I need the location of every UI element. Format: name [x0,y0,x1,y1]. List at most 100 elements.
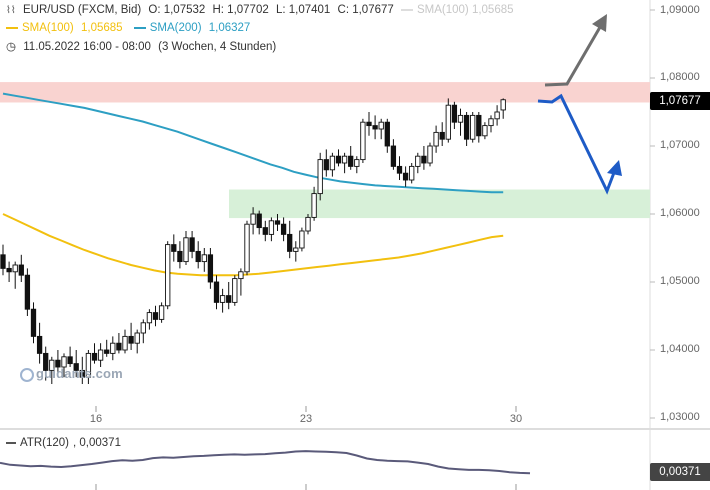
scenario-down-arrow [537,93,617,195]
candle [354,159,360,167]
candle [43,352,49,371]
sma100-line [2,213,504,277]
candle [488,118,494,127]
candle [268,220,275,235]
candle [152,312,159,320]
candle [317,159,323,195]
symbol-label: EUR/USD (FXCM, Bid) [22,4,142,16]
candle [12,264,18,273]
candle [165,244,171,307]
candle [348,155,354,167]
candle [183,237,189,263]
candle [201,254,207,263]
candle [207,254,214,283]
candle [323,159,329,171]
sma200-line [2,92,504,194]
chart-icon: ⌇⌇ [6,5,16,16]
candle [280,223,287,235]
y-tick-label: 1,04000 [660,343,700,355]
chart-header-line3: ◷ 11.05.2022 16:00 - 08:00 (3 Wochen, 4 … [6,39,280,53]
candle [116,342,122,351]
open-value: O: 1,07532 [148,4,206,16]
low-value: L: 1,07401 [275,4,331,16]
watermark: guidants.com [20,366,123,382]
candle [360,121,366,161]
candle [433,131,439,147]
y-tick-label: 1,08000 [660,71,700,83]
candle [67,356,73,365]
time-span: (3 Wochen, 4 Stunden) [158,41,277,53]
candle [287,233,293,252]
candle [226,295,232,303]
candle [49,359,55,371]
clock-icon: ◷ [6,41,17,53]
y-tick-label: 1,03000 [660,411,700,423]
candle [73,363,79,371]
candle [329,155,336,171]
candle [213,281,220,303]
close-value: C: 1,07677 [337,4,394,16]
candle [445,104,451,140]
candle [293,247,299,252]
candle [134,332,140,344]
candle [250,213,256,225]
y-tick-label: 1,06000 [660,207,700,219]
candle [451,104,458,123]
candle [97,349,104,361]
candle [500,99,506,111]
chart-header-line2: SMA(100) 1,05685 SMA(200) 1,06327 [6,22,258,34]
candle [372,125,378,130]
y-tick-label: 1,07000 [660,139,700,151]
resistance-zone [0,82,650,103]
candle [189,237,195,252]
sma100-faint-legend: SMA(100) 1,05685 [400,4,518,16]
high-value: H: 1,07702 [212,4,269,16]
candle [61,356,67,368]
candle [85,352,92,378]
candle [409,165,415,181]
sma200-legend[interactable]: SMA(200) 1,06327 [133,22,255,34]
candle [177,250,183,263]
candle [171,244,177,252]
candle [244,223,250,273]
candle [476,114,482,137]
candle [91,352,98,361]
candle [24,274,31,310]
candle [104,349,110,354]
candle [341,155,348,164]
candle [55,359,61,368]
candle [6,267,12,273]
candle [427,145,433,164]
candle [482,125,488,137]
candle [274,220,281,225]
atr-legend[interactable]: ATR(120), 0,00371 [6,437,125,449]
candle [366,121,372,127]
y-tick-label: 1,05000 [660,275,700,287]
candle [110,342,116,354]
candle [415,155,421,167]
candle [219,295,226,303]
atr-value-tag: 0,00371 [650,463,710,481]
support-zone [229,189,650,219]
sma100-legend[interactable]: SMA(100) 1,05685 [6,22,127,34]
x-tick-label: 16 [89,413,103,425]
candle [421,155,427,164]
candle [463,114,470,140]
candle [232,278,238,303]
candle [30,308,37,337]
x-tick-label: 23 [299,413,313,425]
atr-line [0,450,531,475]
scenario-up-arrow [544,21,605,87]
candle [79,369,85,378]
candle [311,193,317,218]
candle [122,335,128,351]
candle [0,254,6,269]
y-tick-label: 1,09000 [660,4,700,16]
candle [256,213,262,229]
scenario-down-arrowhead [607,160,622,176]
x-tick-label: 30 [509,413,523,425]
scenario-up-arrowhead [592,14,607,32]
candle [140,322,146,334]
guidants-logo-icon [20,367,34,382]
candle [457,114,464,123]
